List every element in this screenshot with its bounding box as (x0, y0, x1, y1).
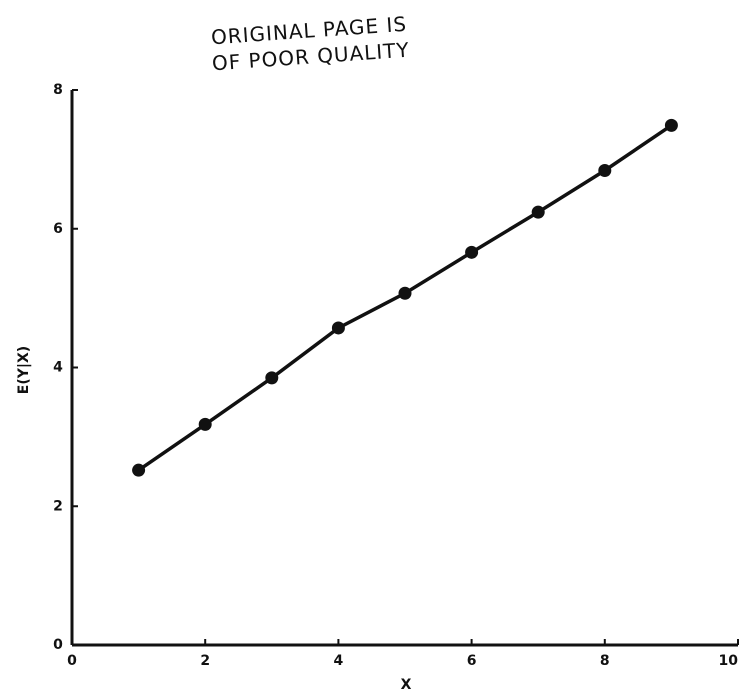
data-point (398, 286, 412, 300)
x-tick-label: 0 (67, 653, 77, 669)
y-tick-label: 4 (53, 360, 63, 376)
x-tick-label: 8 (600, 653, 610, 669)
data-point (331, 321, 345, 335)
y-tick-label: 2 (53, 498, 63, 514)
data-point (598, 163, 612, 177)
data-point (198, 417, 212, 431)
data-point (265, 371, 279, 385)
y-tick-label: 0 (53, 637, 63, 653)
data-point (531, 205, 545, 219)
y-tick-label: 8 (53, 82, 63, 98)
y-tick-label: 6 (53, 221, 63, 237)
x-tick-label: 6 (467, 653, 477, 669)
y-axis-label: E(Y|X) (16, 346, 32, 394)
data-point (664, 118, 678, 132)
x-tick-label: 10 (719, 653, 739, 669)
x-tick-label: 2 (200, 653, 210, 669)
data-point (465, 245, 479, 259)
x-axis-label: X (401, 677, 412, 693)
x-tick-label: 4 (334, 653, 344, 669)
data-point (132, 463, 146, 477)
